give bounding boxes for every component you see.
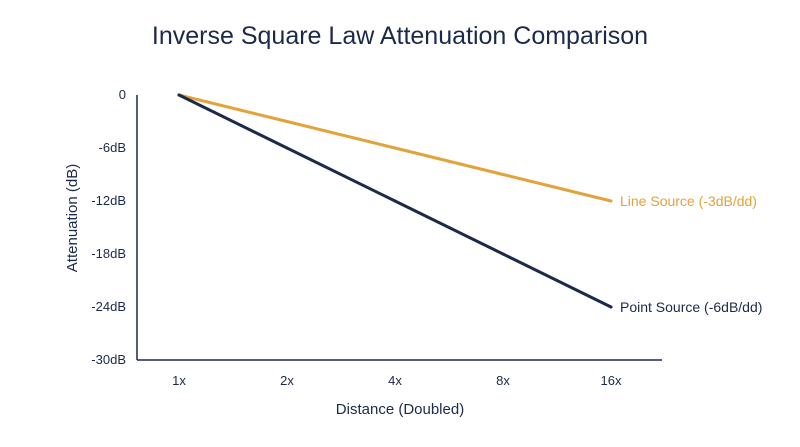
x-tick-label: 1x	[172, 373, 186, 388]
series-point	[285, 120, 289, 123]
series-point	[609, 199, 613, 203]
y-tick-label: 0	[119, 87, 126, 102]
y-tick-label: -30dB	[91, 352, 126, 367]
series-end-label: Point Source (-6dB/dd)	[620, 299, 762, 315]
y-tick-label: -6dB	[99, 140, 126, 155]
x-tick-label: 8x	[496, 373, 510, 388]
series-point	[393, 199, 397, 203]
y-tick-label: -12dB	[91, 193, 126, 208]
x-tick-labels: 1x 2x 4x 8x 16x	[172, 373, 622, 388]
series-point	[177, 93, 181, 97]
chart-title: Inverse Square Law Attenuation Compariso…	[151, 22, 649, 50]
x-axis-title: Distance (Doubled)	[336, 401, 464, 418]
series-point	[501, 173, 505, 176]
y-tick-label: -24dB	[91, 299, 126, 314]
series-group: Line Source (-3dB/dd)	[177, 93, 757, 209]
series-group: Point Source (-6dB/dd)	[177, 93, 762, 315]
y-tick-labels: 0 -6dB -12dB -18dB -24dB -30dB	[91, 87, 126, 367]
x-tick-label: 16x	[601, 373, 622, 388]
series-point	[393, 146, 397, 150]
x-tick-label: 2x	[280, 373, 294, 388]
series-point	[285, 146, 289, 150]
axes	[136, 95, 662, 361]
y-tick-label: -18dB	[91, 246, 126, 261]
series-layer: Line Source (-3dB/dd) Point Source (-6dB/…	[177, 93, 762, 315]
series-point	[501, 252, 505, 256]
series-end-label: Line Source (-3dB/dd)	[620, 193, 757, 209]
y-axis-title: Attenuation (dB)	[64, 164, 81, 272]
series-point	[609, 305, 613, 309]
x-tick-label: 4x	[388, 373, 402, 388]
